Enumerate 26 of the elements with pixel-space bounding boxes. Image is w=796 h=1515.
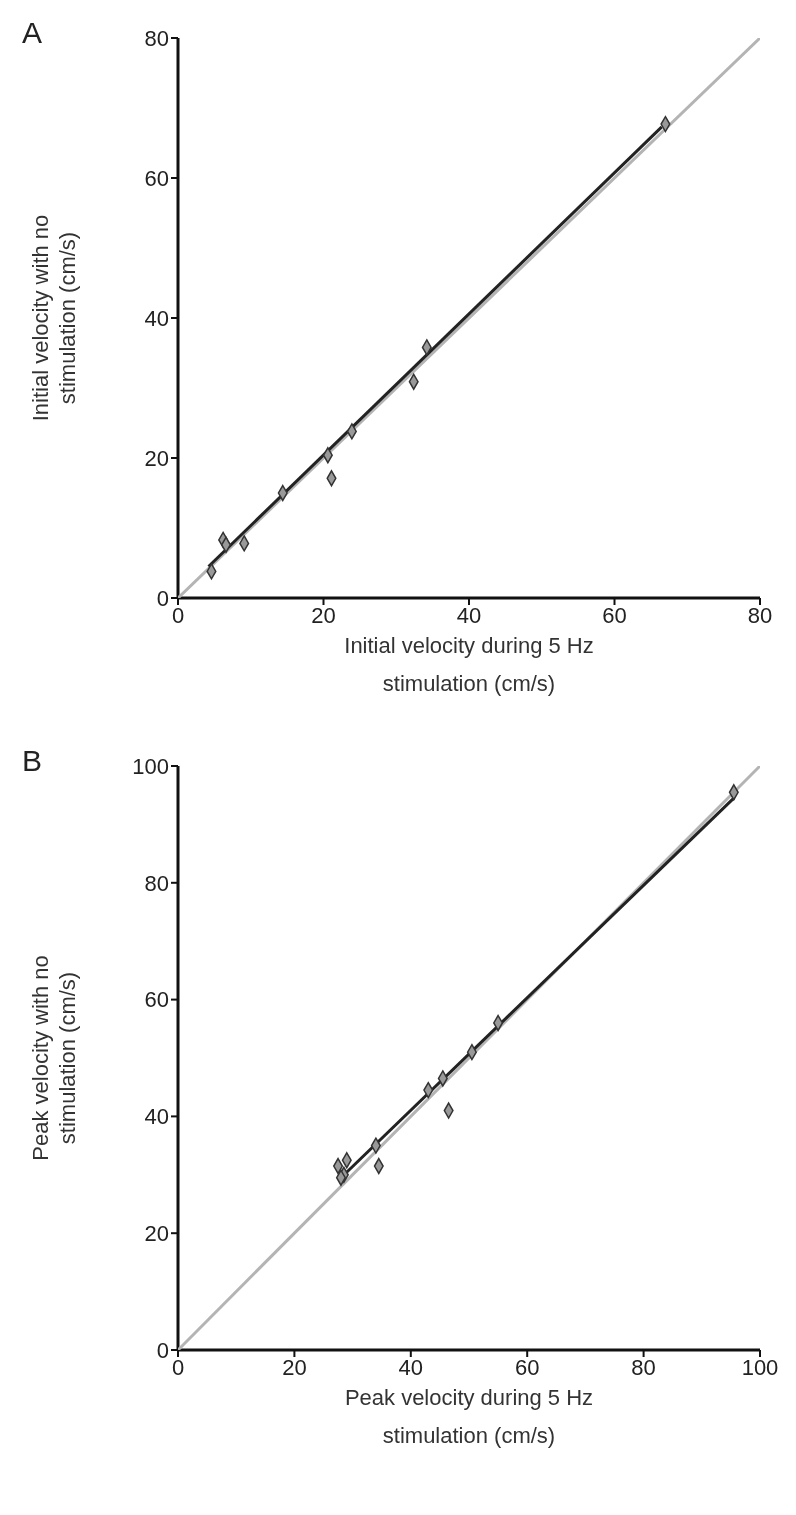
y-tick-label: 0: [156, 1337, 169, 1363]
y-tick-label: 20: [144, 445, 169, 471]
y-tick-label: 100: [132, 753, 169, 779]
x-tick-label: 80: [747, 602, 773, 628]
y-tick-label: 60: [144, 987, 169, 1013]
y-tick-label: 40: [144, 305, 169, 331]
x-tick-label: 60: [514, 1354, 540, 1380]
x-axis-title: Initial velocity during 5 Hz stimulation (cm/s): [344, 633, 594, 696]
text: B: [22, 744, 43, 778]
x-tick-label: 100: [741, 1354, 779, 1380]
y-tick-label: 80: [144, 25, 169, 51]
y-tick-label: 40: [144, 1104, 169, 1130]
x-axis-title: Peak velocity during 5 Hz stimulation (cm/s): [344, 1385, 594, 1448]
y-tick-label: 60: [144, 165, 169, 191]
y-axis-title: Initial velocity with no stimulation (cm/s): [28, 214, 80, 422]
y-axis-title: Peak velocity with no stimulation (cm/s): [28, 955, 80, 1161]
y-tick-label: 20: [144, 1221, 169, 1247]
text: A: [22, 16, 43, 50]
x-tick-label: 60: [602, 602, 627, 628]
x-tick-label: 40: [456, 602, 482, 628]
y-tick-label: 0: [156, 585, 169, 611]
x-tick-label: 80: [631, 1354, 656, 1380]
x-tick-label: 40: [398, 1354, 424, 1380]
x-tick-label: 20: [282, 1354, 307, 1380]
y-tick-label: 80: [144, 870, 169, 896]
x-tick-label: 20: [311, 602, 336, 628]
